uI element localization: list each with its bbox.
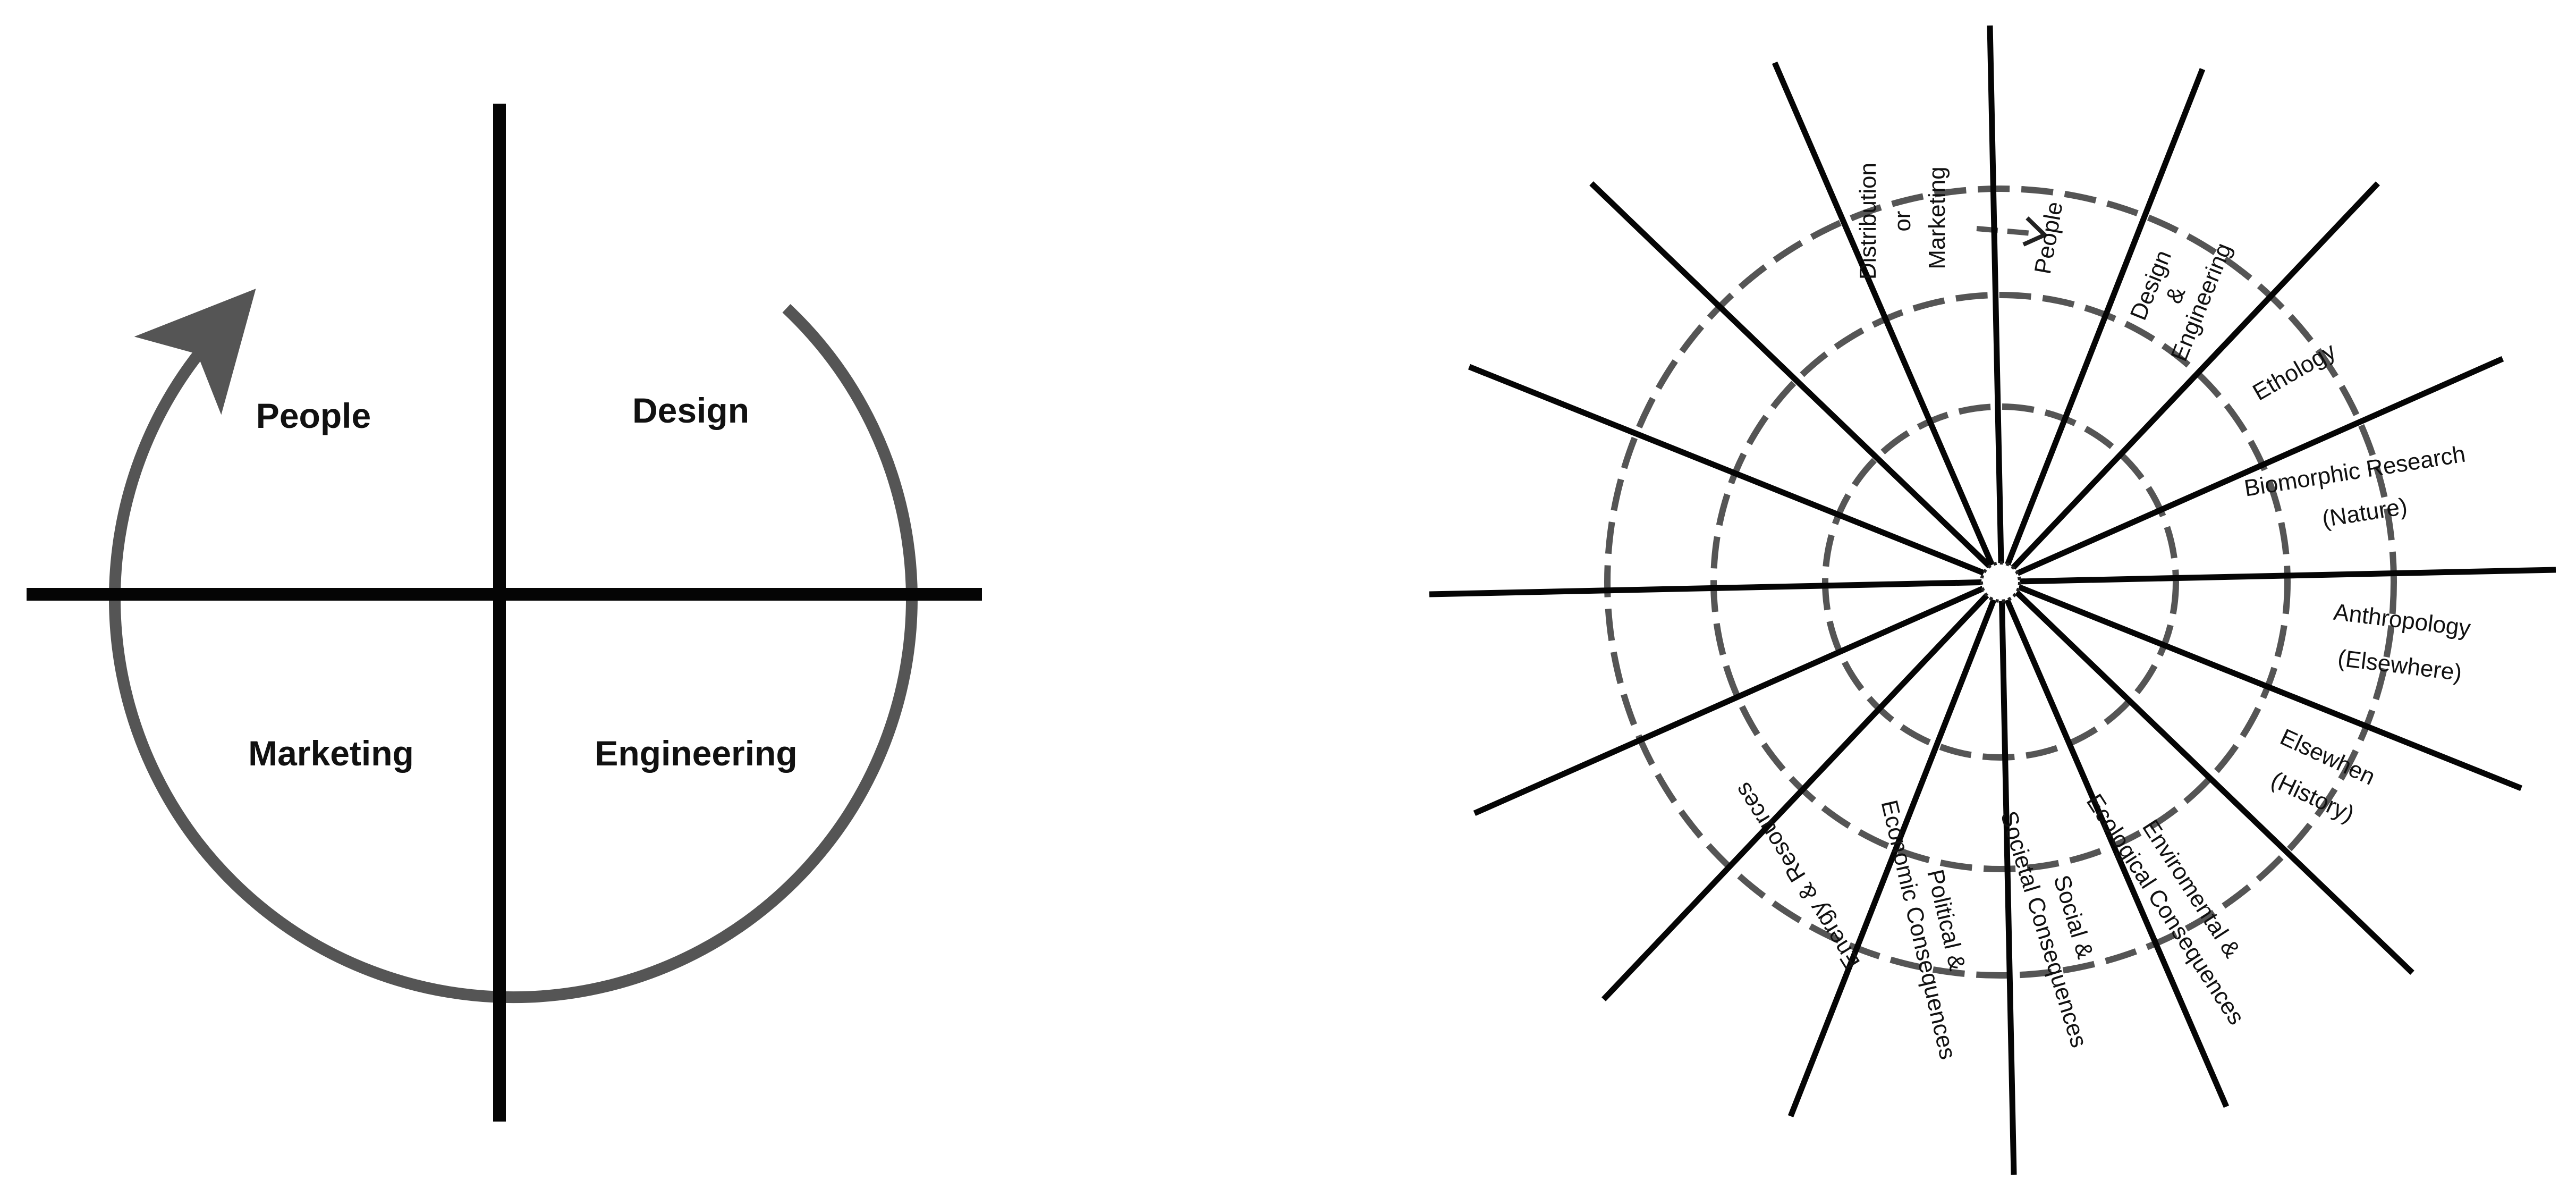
quadrant-label-marketing: Marketing — [248, 734, 414, 773]
wheel-hub — [1980, 561, 2021, 603]
ring-inner — [1822, 403, 2179, 761]
wheel-label-anthropology: Anthropology (Elsewhere) — [2327, 599, 2479, 687]
wheel-label-ethology: Ethology — [2248, 338, 2340, 406]
quadrant-label-engineering: Engineering — [595, 734, 797, 773]
wheel-label-elsewhen: Elsewhen (History) — [2258, 724, 2385, 832]
wheel-label-people: People — [2030, 200, 2068, 276]
ring-arrowhead-icon — [2022, 216, 2049, 247]
ring-arrow-icon — [1976, 226, 2038, 237]
wheel-label-energy: Energy & Resources — [1730, 778, 1865, 974]
wheel-diagram: People Design & Engineering Ethology Bio… — [1429, 25, 2556, 1175]
ring-outer — [1604, 186, 2397, 979]
ring-middle — [1710, 292, 2291, 872]
quadrant-label-people: People — [256, 396, 371, 435]
wheel-label-distribution: Distribution or Marketing — [1855, 156, 1950, 280]
cycle-arrow-arc — [108, 288, 918, 1004]
quadrant-diagram: People Design Marketing Engineering — [27, 104, 982, 1122]
wheel-label-political: Political & Economic Consequences — [1876, 791, 1990, 1062]
quadrant-label-design: Design — [632, 391, 749, 430]
wheel-spokes — [1429, 25, 2556, 1175]
